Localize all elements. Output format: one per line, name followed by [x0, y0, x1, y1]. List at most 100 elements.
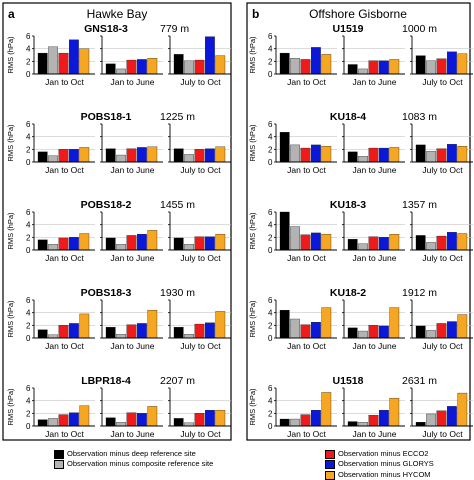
bar-glorys: [447, 406, 457, 427]
x-category-label: July to Oct: [422, 165, 463, 175]
chart-title: KU18-2: [330, 287, 366, 299]
depth-label: 2207 m: [160, 375, 195, 387]
legend-swatch-glorys: [325, 460, 335, 470]
bar-glorys: [69, 323, 79, 339]
depth-label: 2631 m: [402, 375, 437, 387]
y-tick-label: 4: [268, 45, 273, 54]
bar-hycom: [321, 307, 332, 339]
legend-item-hycom: Observation minus HYCOM: [325, 470, 434, 480]
bar-deep: [105, 63, 116, 75]
bar-composite: [426, 151, 436, 163]
bar-composite: [48, 418, 58, 427]
bar-deep: [347, 151, 358, 163]
y-tick-label: 0: [26, 422, 31, 431]
bar-composite: [48, 334, 58, 339]
bar-composite: [358, 330, 368, 339]
bar-ecco2: [436, 410, 447, 427]
x-category-label: Jan to June: [111, 77, 155, 87]
chart-pobs18-1: POBS18-1 1225 m RMS (hPa) 0 2 4 6 Jan to Oct Jan…: [6, 111, 231, 175]
bar-hycom: [321, 54, 332, 75]
bar-glorys: [447, 144, 457, 163]
bar-glorys: [379, 410, 389, 427]
bar-deep: [415, 422, 426, 427]
bar-ecco2: [368, 60, 379, 75]
bar-composite: [290, 58, 300, 75]
bar-hycom: [79, 147, 90, 163]
bar-deep: [105, 327, 116, 339]
depth-label: 1083 m: [402, 111, 437, 123]
bar-hycom: [215, 234, 226, 251]
depth-label: 1000 m: [402, 23, 437, 35]
bar-glorys: [311, 144, 321, 163]
bar-hycom: [147, 406, 158, 427]
bar-ecco2: [194, 149, 205, 163]
bar-deep: [279, 52, 290, 75]
bar-composite: [358, 68, 368, 75]
bar-hycom: [215, 410, 226, 427]
legend-item-glorys: Observation minus GLORYS: [325, 459, 434, 470]
depth-label: 1225 m: [160, 111, 195, 123]
chart-title: U1518: [333, 375, 364, 387]
bar-ecco2: [300, 414, 311, 427]
bar-deep: [347, 421, 358, 427]
bar-hycom: [321, 146, 332, 163]
bar-composite: [358, 422, 368, 427]
y-tick-label: 2: [26, 57, 31, 66]
legend-swatch-deep: [54, 449, 64, 459]
bar-glorys: [137, 413, 147, 427]
chart-ku18-4: KU18-4 1083 m RMS (hPa) 0 2 4 6 Jan to Oct Jan t…: [248, 111, 473, 175]
bar-hycom: [457, 53, 468, 75]
x-category-label: Jan to Oct: [45, 429, 84, 439]
bar-deep: [105, 148, 116, 163]
panel-a-letter: a: [8, 7, 15, 21]
bar-ecco2: [194, 236, 205, 251]
chart-ku18-3: KU18-3 1357 m RMS (hPa) 0 2 4 6 Jan to Oct Jan t…: [248, 199, 473, 263]
bar-composite: [48, 155, 58, 163]
bar-glorys: [205, 148, 215, 163]
panel-b-frame: [246, 2, 471, 441]
bar-glorys: [137, 59, 147, 75]
chart-title: POBS18-2: [81, 199, 132, 211]
bar-glorys: [311, 322, 321, 339]
bar-composite: [358, 243, 368, 251]
bar-ecco2: [368, 147, 379, 163]
bar-glorys: [311, 232, 321, 251]
bar-glorys: [311, 410, 321, 427]
bar-ecco2: [300, 59, 311, 75]
depth-label: 779 m: [160, 23, 189, 35]
bar-hycom: [79, 313, 90, 339]
bar-glorys: [69, 237, 79, 251]
bar-deep: [347, 239, 358, 251]
x-category-label: July to Oct: [180, 429, 221, 439]
y-tick-label: 4: [26, 309, 31, 318]
bar-glorys: [69, 412, 79, 427]
y-tick-label: 2: [268, 145, 273, 154]
y-axis-label: RMS (hPa): [248, 388, 257, 426]
x-category-label: Jan to Oct: [45, 341, 84, 351]
y-tick-label: 0: [268, 246, 273, 255]
bar-composite: [290, 226, 300, 251]
y-tick-label: 2: [26, 321, 31, 330]
bar-ecco2: [368, 325, 379, 339]
bar-hycom: [321, 234, 332, 251]
bar-glorys: [447, 232, 457, 251]
legend-item-deep: Observation minus deep reference site: [54, 449, 213, 459]
y-tick-label: 6: [26, 384, 31, 393]
y-tick-label: 4: [268, 397, 273, 406]
y-tick-label: 6: [26, 120, 31, 129]
y-tick-label: 2: [26, 409, 31, 418]
bar-deep: [173, 148, 184, 163]
bar-composite: [184, 244, 194, 251]
bar-deep: [105, 417, 116, 427]
bar-composite: [290, 418, 300, 427]
x-category-label: Jan to June: [111, 253, 155, 263]
y-tick-label: 4: [268, 221, 273, 230]
bar-ecco2: [436, 323, 447, 339]
bar-hycom: [215, 311, 226, 339]
y-tick-label: 4: [26, 133, 31, 142]
y-axis-label: RMS (hPa): [6, 36, 15, 74]
x-category-label: July to Oct: [180, 341, 221, 351]
panel-a-title: Hawke Bay: [87, 7, 148, 21]
x-category-label: July to Oct: [422, 341, 463, 351]
x-category-label: July to Oct: [180, 253, 221, 263]
